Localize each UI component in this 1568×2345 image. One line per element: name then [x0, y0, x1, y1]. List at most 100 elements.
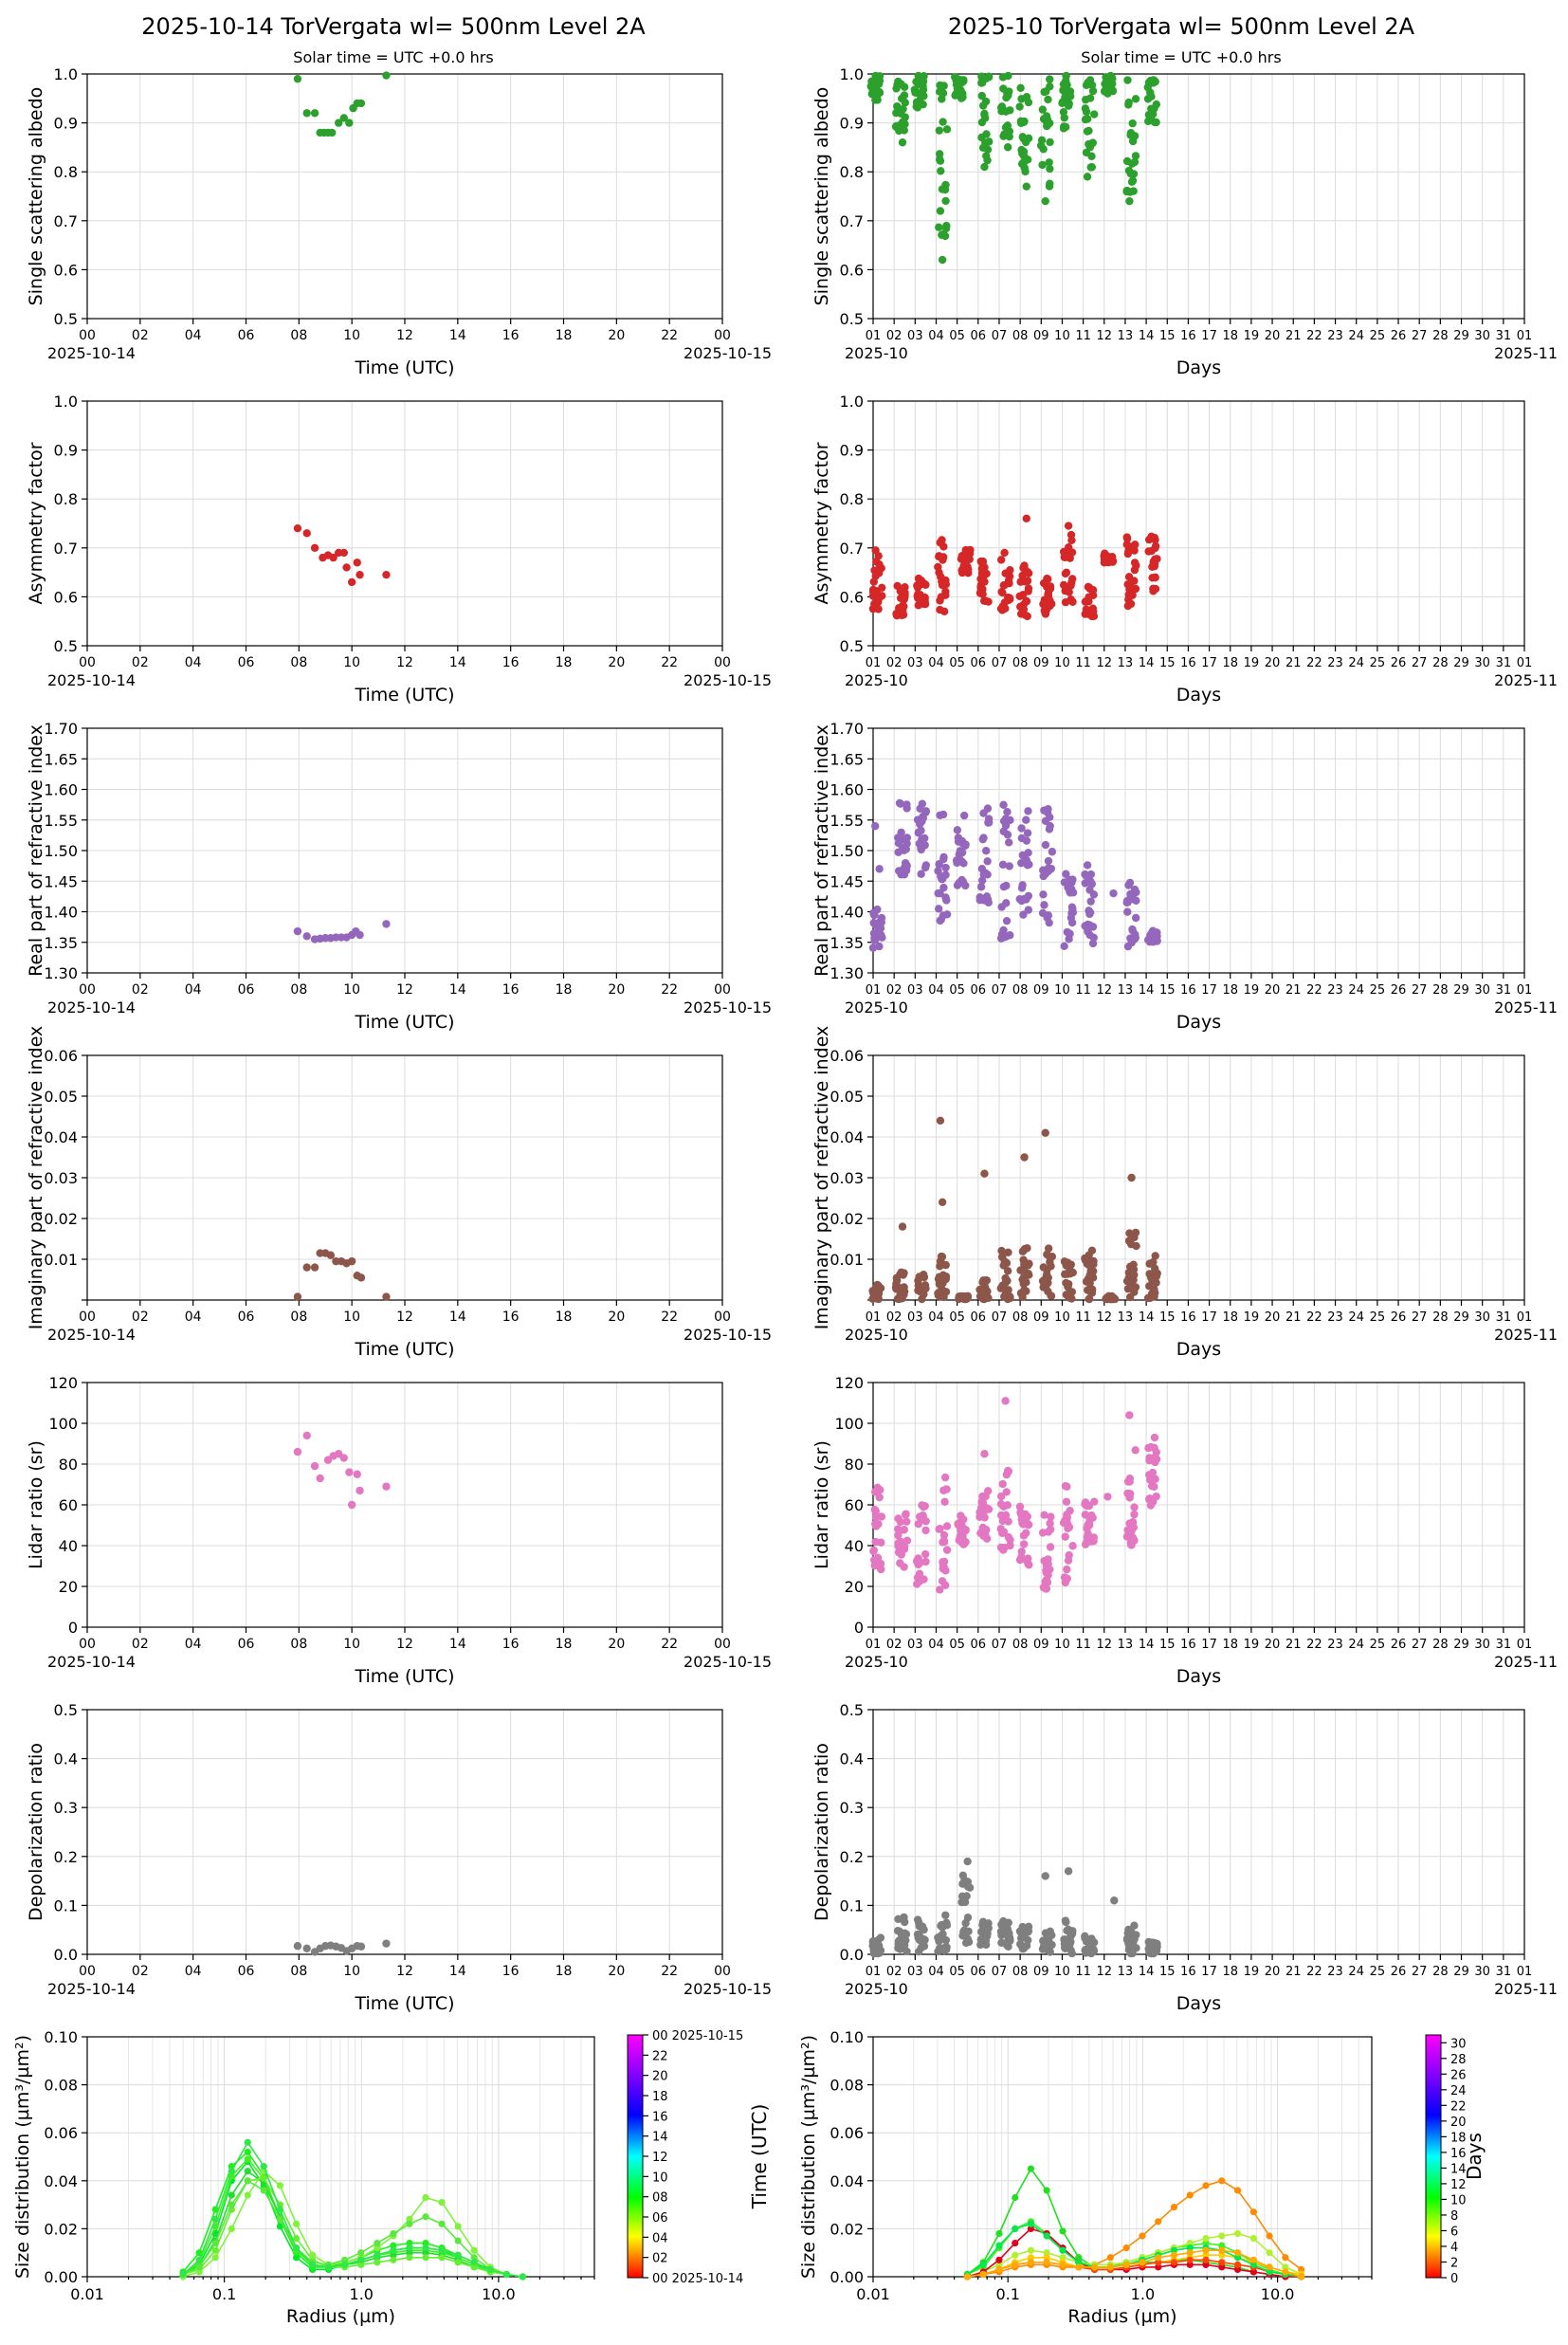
colorbar-daily-tick-label: 18: [652, 2090, 668, 2104]
daily-depol-xtick-label: 14: [449, 1964, 466, 1979]
monthly-ssa-xtick-label: 14: [1139, 329, 1155, 343]
daily-sd-series-point: [276, 2223, 284, 2230]
monthly-depol-point: [1150, 1944, 1158, 1952]
daily-sd-xtick-label: 0.01: [70, 2285, 104, 2303]
monthly-real-point: [894, 848, 903, 856]
monthly-sd-series-point: [1218, 2263, 1226, 2271]
monthly-sd-series-point: [1282, 2268, 1289, 2276]
monthly-real-point: [952, 856, 961, 865]
monthly-depol-point: [997, 1920, 1006, 1929]
monthly-ssa-xtick-label: 11: [1075, 329, 1091, 343]
monthly-ssa-point: [1107, 73, 1116, 82]
colorbar-monthly-tick-label: 28: [1450, 2053, 1467, 2067]
monthly-real-point: [1065, 875, 1074, 884]
monthly-real-point: [873, 905, 882, 914]
daily-sd-series-point: [502, 2270, 510, 2279]
monthly-sd-series-point: [1249, 2208, 1257, 2216]
monthly-imag-xtick-label: 12: [1097, 1310, 1113, 1325]
monthly-real-xtick-label: 13: [1118, 983, 1134, 998]
daily-imag-ytick-label: 0.06: [44, 1047, 78, 1065]
colorbar-daily-ticks: 00 2025-10-14 02 04 06 08 10 12 14 16 18 20 22 00 20…: [643, 2029, 743, 2286]
monthly-asym-point: [1151, 536, 1159, 544]
monthly-asym-xtick-label: 17: [1201, 656, 1217, 670]
daily-depol-ylabel: Depolarization ratio: [26, 1743, 46, 1921]
colorbar-daily-tick-label: 14: [652, 2131, 668, 2145]
daily-lidar-xtick-label: 18: [556, 1637, 573, 1652]
monthly-sd-series-point: [1233, 2261, 1242, 2268]
monthly-lidar-xtick-label: 11: [1075, 1638, 1091, 1652]
daily-ssa-point: [302, 109, 311, 118]
colorbar-monthly-tick-label: 18: [1450, 2131, 1467, 2145]
daily-real-ytick-label: 1.50: [44, 842, 78, 860]
monthly-ssa-xtick-label: 17: [1201, 329, 1217, 343]
monthly-asym-panel: 0.5 0.6 0.7 0.8 0.9 1.0 01 02 03 04 05 06 07 08 09 10 11…: [811, 393, 1558, 705]
monthly-lidar-xtick-label: 20: [1265, 1638, 1281, 1652]
monthly-sd-series-point: [979, 2270, 987, 2279]
daily-sd-series-point: [357, 2261, 365, 2268]
monthly-sd-series-point: [1249, 2256, 1257, 2263]
monthly-ssa-point: [1101, 80, 1109, 88]
daily-asym-point: [329, 553, 337, 562]
daily-sd-series-point: [292, 2234, 301, 2243]
monthly-asym-point: [1022, 596, 1030, 605]
monthly-ssa-xtick-label: 30: [1474, 329, 1490, 343]
monthly-ssa-point: [983, 145, 993, 154]
monthly-imag-point: [1085, 1294, 1093, 1304]
daily-depol-panel: 0.0 0.1 0.2 0.3 0.4 0.5 00 02 04 06 08 10 12 14 16 18 20…: [26, 1701, 772, 2014]
daily-sd-series-point: [374, 2244, 381, 2252]
daily-ssa-point: [356, 99, 366, 108]
monthly-lidar-point: [1125, 1411, 1134, 1420]
daily-depol-xtick-label: 08: [290, 1964, 307, 1979]
monthly-imag-point: [1105, 1294, 1115, 1304]
daily-sd-series-point: [276, 2206, 284, 2213]
monthly-depol-xtick-label: 11: [1075, 1965, 1091, 1979]
monthly-ssa-point: [1046, 137, 1054, 147]
daily-imag-xtick-label: 04: [185, 1310, 202, 1325]
monthly-asym-end-date: 2025-11: [1494, 671, 1558, 689]
monthly-real-point: [1019, 910, 1028, 919]
monthly-sd-series-point: [1075, 2254, 1083, 2262]
monthly-real-point: [903, 800, 911, 809]
monthly-imag-point: [920, 1271, 928, 1279]
monthly-imag-end-date: 2025-11: [1494, 1326, 1558, 1344]
monthly-depol-xtick-label: 20: [1265, 1965, 1281, 1979]
daily-real-xtick-label: 00: [714, 982, 731, 998]
monthly-asym-point: [1123, 601, 1133, 611]
monthly-real-point: [998, 860, 1008, 870]
monthly-imag-point: [941, 1274, 950, 1284]
monthly-asym-xtick-label: 18: [1222, 656, 1238, 670]
monthly-sd-series-point: [1012, 2261, 1019, 2268]
monthly-asym-point: [921, 580, 930, 589]
monthly-sd-ytick-label: 0.06: [830, 2124, 864, 2142]
monthly-sd-ytick-label: 0.08: [830, 2077, 864, 2095]
monthly-asym-point: [1122, 534, 1132, 543]
monthly-lidar-point: [897, 1550, 906, 1559]
daily-sd-series-point: [390, 2229, 397, 2238]
daily-real-ytick-label: 1.30: [44, 964, 78, 982]
monthly-lidar-point: [1068, 1542, 1077, 1550]
monthly-ssa-point: [1129, 187, 1138, 195]
monthly-imag-xtick-label: 01: [1517, 1310, 1533, 1325]
monthly-asym-point: [938, 536, 946, 544]
monthly-asym-point: [961, 552, 970, 561]
monthly-sd-series-point: [1075, 2259, 1083, 2266]
monthly-lidar-xtick-label: 23: [1327, 1638, 1343, 1652]
colorbar-daily-tick-label: 22: [652, 2049, 668, 2063]
monthly-imag-xtick-label: 21: [1285, 1310, 1302, 1325]
daily-real-xlabel: Time (UTC): [354, 1012, 454, 1033]
monthly-real-point: [959, 811, 969, 820]
monthly-depol-point: [868, 1941, 877, 1951]
daily-imag-ytick-label: 0.04: [44, 1128, 78, 1146]
daily-imag-ylabel: Imaginary part of refractive index: [26, 1026, 46, 1330]
monthly-lidar-point: [1041, 1585, 1050, 1593]
monthly-real-point: [1017, 834, 1026, 843]
monthly-real-xtick-label: 08: [1012, 983, 1029, 998]
monthly-sd-series-line: [967, 2179, 1303, 2278]
daily-sd-series-point: [422, 2254, 429, 2262]
monthly-depol-xlabel: Days: [1176, 1993, 1221, 2014]
monthly-imag-point: [1001, 1273, 1010, 1283]
monthly-lidar-point: [1089, 1536, 1098, 1546]
monthly-real-start-date: 2025-10: [845, 998, 908, 1017]
monthly-sd-series-point: [1218, 2242, 1226, 2249]
